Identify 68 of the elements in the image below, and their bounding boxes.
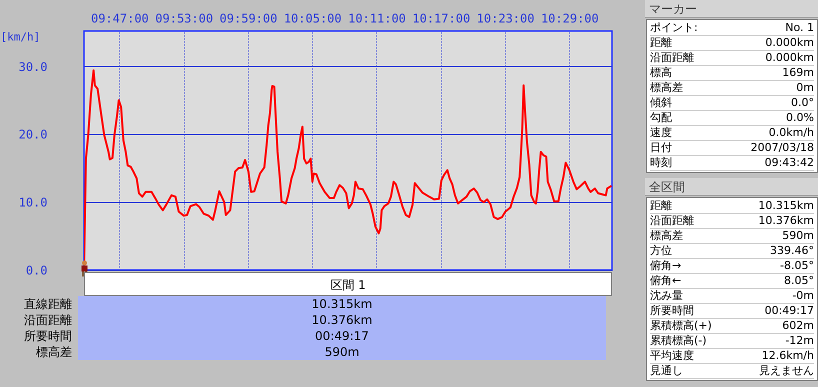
text: 12.6km/h [762, 349, 814, 363]
text: 0m [796, 81, 814, 95]
x-tick-label: 09:59:00 [220, 12, 278, 26]
text: 傾斜 [650, 96, 672, 110]
text: 0.000km [765, 51, 814, 65]
text: 09:43:42 [764, 156, 814, 170]
y-tick-label: 10.0 [18, 196, 48, 210]
text: 標高差 [650, 81, 683, 95]
text: No. 1 [785, 21, 814, 35]
text: 全区間 [645, 178, 818, 196]
text: マーカー [645, 0, 818, 18]
text: 10.315km [758, 199, 814, 213]
x-tick-label: 10:05:00 [284, 12, 342, 26]
text: 見通し [650, 364, 683, 378]
text: 10.315km [78, 296, 606, 312]
text: 590m [782, 229, 814, 243]
text: 累積標高(+) [650, 319, 712, 333]
text: -0m [792, 289, 814, 303]
text: 時刻 [650, 156, 672, 170]
text: 169m [782, 66, 814, 80]
x-tick-label: 09:53:00 [155, 12, 214, 26]
text: 8.05° [784, 274, 814, 288]
x-tick-label: 10:17:00 [412, 12, 470, 26]
text: -12m [785, 334, 814, 348]
text: 10.376km [758, 214, 814, 228]
text: 標高 [650, 66, 672, 80]
text: 沿面距離 [650, 51, 694, 65]
y-tick-label: 30.0 [18, 60, 48, 74]
text: 沿面距離 [23, 312, 73, 328]
x-tick-label: 09:47:00 [90, 12, 149, 26]
text: 俯角← [650, 274, 682, 288]
text: ポイント: [650, 21, 698, 35]
text: 平均速度 [650, 349, 694, 363]
text: 日付 [650, 141, 672, 155]
text: 0.0° [791, 96, 814, 110]
text: 区間 1 [84, 272, 612, 296]
text: 602m [782, 319, 814, 333]
x-tick-label: 10:11:00 [348, 12, 406, 26]
text: 距離 [650, 199, 672, 213]
text: 累積標高(-) [650, 334, 707, 348]
text: 10.376km [78, 312, 606, 328]
y-tick-label: 20.0 [18, 128, 48, 142]
text: 2007/03/18 [750, 141, 814, 155]
text: -8.05° [780, 259, 814, 273]
y-tick-label: 0.0 [26, 264, 48, 278]
text: 沈み量 [650, 289, 683, 303]
text: 0.000km [765, 36, 814, 50]
text: 所要時間 [23, 328, 73, 344]
y-axis-title: [km/h] [0, 30, 40, 44]
text: 590m [78, 344, 606, 360]
text: 勾配 [650, 111, 672, 125]
text: 00:49:17 [78, 328, 606, 344]
text: 沿面距離 [650, 214, 694, 228]
text: 方位 [650, 244, 672, 258]
x-tick-label: 10:29:00 [540, 12, 599, 26]
text: 所要時間 [650, 304, 694, 318]
text: 見えません [759, 364, 814, 378]
text: 標高差 [650, 229, 683, 243]
text: 直線距離 [23, 296, 73, 312]
text: 00:49:17 [764, 304, 814, 318]
text: 0.0% [786, 111, 814, 125]
text: 0.0km/h [768, 126, 814, 140]
text: 距離 [650, 36, 672, 50]
text: 俯角→ [650, 259, 682, 273]
text: 標高差 [35, 344, 73, 360]
x-tick-label: 10:23:00 [476, 12, 534, 26]
text: 339.46° [770, 244, 814, 258]
text: 速度 [650, 126, 672, 140]
